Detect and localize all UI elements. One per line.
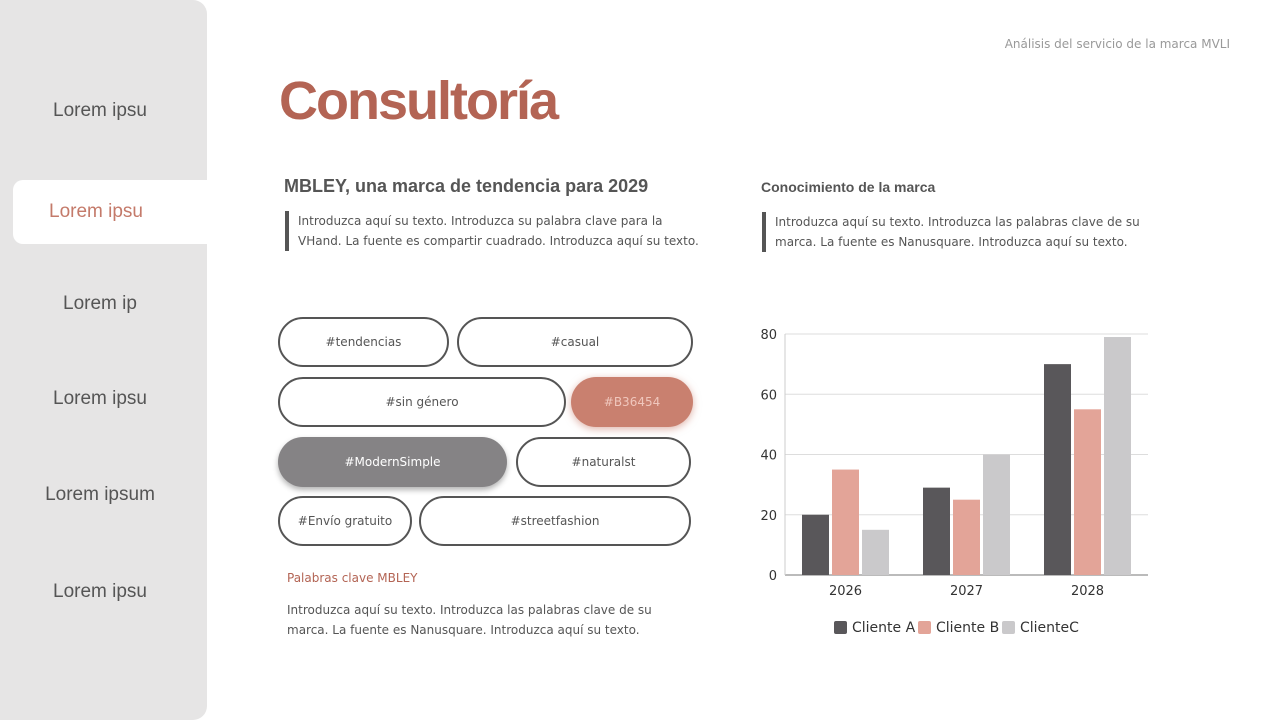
legend-label: Cliente B xyxy=(936,620,999,636)
y-tick-label: 40 xyxy=(760,449,777,464)
keywords-text: Introduzca aquí su texto. Introduzca las… xyxy=(287,600,652,640)
x-tick-label: 2027 xyxy=(950,584,983,599)
bar-cliente-a xyxy=(802,514,829,575)
tag-sin-genero[interactable]: #sin género xyxy=(278,377,566,427)
bar-clientec xyxy=(983,454,1010,575)
left-text-line: VHand. La fuente es compartir cuadrado. … xyxy=(298,234,699,248)
bar-cliente-b xyxy=(832,469,859,575)
y-tick-label: 60 xyxy=(760,388,777,403)
sidebar-item-6[interactable]: Lorem ipsu xyxy=(53,581,147,602)
y-tick-label: 80 xyxy=(760,328,777,343)
tag-tendencias[interactable]: #tendencias xyxy=(278,317,449,367)
bar-cliente-a xyxy=(923,487,950,575)
sidebar-item-2[interactable]: Lorem ipsu xyxy=(13,180,213,244)
keywords-label: Palabras clave MBLEY xyxy=(287,571,418,585)
keywords-text-line: Introduzca aquí su texto. Introduzca las… xyxy=(287,603,652,617)
legend-swatch xyxy=(1002,621,1015,634)
sidebar-item-5[interactable]: Lorem ipsum xyxy=(45,484,155,505)
right-text-line: Introduzca aquí su texto. Introduzca las… xyxy=(775,215,1140,229)
right-text: Introduzca aquí su texto. Introduzca las… xyxy=(762,212,1140,252)
header-subtitle: Análisis del servicio de la marca MVLI xyxy=(1004,37,1230,51)
tag-naturalst[interactable]: #naturalst xyxy=(516,437,691,487)
right-text-line: marca. La fuente es Nanusquare. Introduz… xyxy=(775,235,1128,249)
x-tick-label: 2026 xyxy=(829,584,862,599)
tag-casual[interactable]: #casual xyxy=(457,317,693,367)
tag-streetfashion[interactable]: #streetfashion xyxy=(419,496,691,546)
bar-cliente-b xyxy=(1074,409,1101,575)
sidebar-item-3[interactable]: Lorem ip xyxy=(63,293,137,314)
sidebar-item-1[interactable]: Lorem ipsu xyxy=(53,100,147,121)
legend-swatch xyxy=(918,621,931,634)
bar-clientec xyxy=(1104,337,1131,575)
tag-envio-gratuito[interactable]: #Envío gratuito xyxy=(278,496,412,546)
left-heading: MBLEY, una marca de tendencia para 2029 xyxy=(284,176,649,196)
bar-clientec xyxy=(862,529,889,575)
bar-cliente-a xyxy=(1044,364,1071,575)
x-tick-label: 2028 xyxy=(1071,584,1104,599)
legend-swatch xyxy=(834,621,847,634)
keywords-text-line: marca. La fuente es Nanusquare. Introduz… xyxy=(287,623,640,637)
tag-modern-simple[interactable]: #ModernSimple xyxy=(278,437,507,487)
right-heading: Conocimiento de la marca xyxy=(761,179,936,195)
page-title: Consultoría xyxy=(279,71,559,131)
sidebar-item-4[interactable]: Lorem ipsu xyxy=(53,388,147,409)
y-tick-label: 0 xyxy=(769,569,777,584)
sidebar: Lorem ipsu Lorem ipsu Lorem ip Lorem ips… xyxy=(0,0,213,720)
tag-color[interactable]: #B36454 xyxy=(571,377,693,427)
legend-label: ClienteC xyxy=(1020,620,1079,636)
left-text-line: Introduzca aquí su texto. Introduzca su … xyxy=(298,214,663,228)
left-text: Introduzca aquí su texto. Introduzca su … xyxy=(285,211,699,251)
legend-label: Cliente A xyxy=(852,620,916,636)
bar-cliente-b xyxy=(953,499,980,575)
y-tick-label: 20 xyxy=(760,509,777,524)
